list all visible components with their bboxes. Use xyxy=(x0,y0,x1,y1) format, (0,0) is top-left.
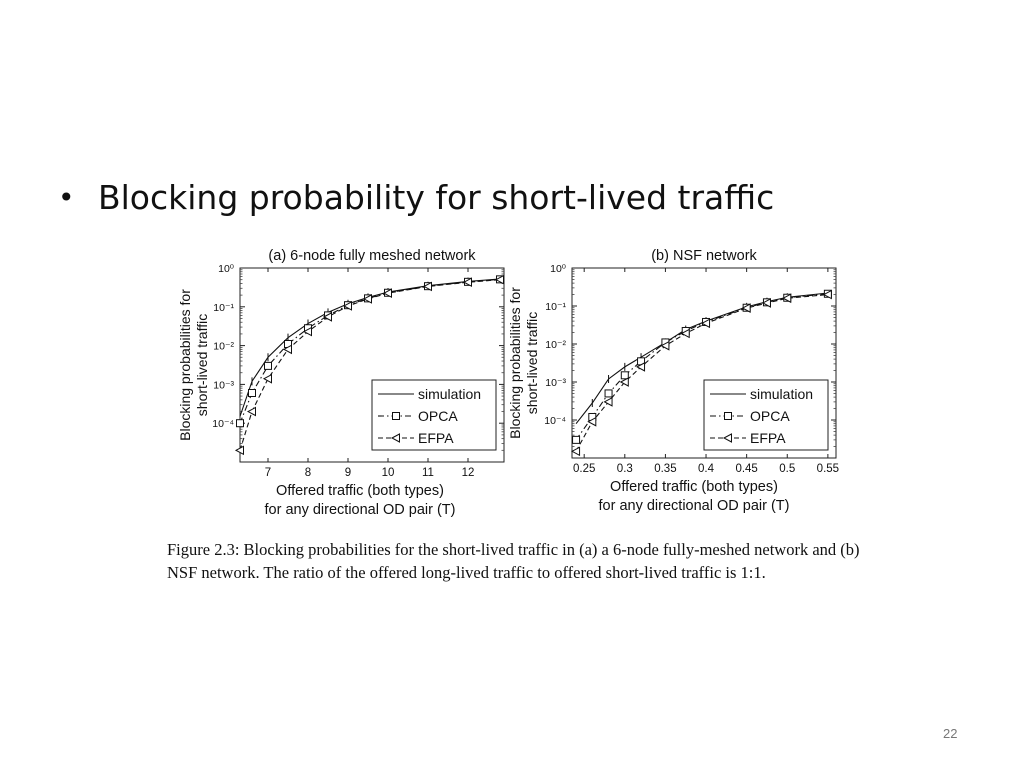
legend-marker xyxy=(390,433,400,443)
data-point-efpa xyxy=(587,416,597,427)
bullet-item: • Blocking probability for short-lived t… xyxy=(58,178,774,217)
x-axis-label: for any directional OD pair (T) xyxy=(599,498,790,514)
y-tick-label: 10⁻¹ xyxy=(213,302,234,314)
data-point-efpa xyxy=(462,277,472,288)
y-tick-label: 10⁻⁴ xyxy=(212,418,234,430)
data-point-efpa xyxy=(382,288,392,298)
bullet-dot: • xyxy=(58,181,75,214)
chart-title: (a) 6-node fully meshed network xyxy=(268,248,476,264)
legend-label: OPCA xyxy=(418,408,458,424)
data-point-efpa xyxy=(302,326,312,337)
data-point-efpa xyxy=(741,303,751,313)
data-point-efpa xyxy=(570,446,581,457)
x-axis-label: Offered traffic (both types) xyxy=(276,483,444,499)
legend-label: OPCA xyxy=(750,408,790,424)
data-point-opca xyxy=(264,361,272,370)
data-point-efpa xyxy=(262,373,272,384)
data-point-efpa xyxy=(234,445,244,456)
data-point-efpa xyxy=(342,301,352,311)
data-point-efpa xyxy=(822,289,832,300)
data-point-efpa xyxy=(635,362,646,372)
data-point-efpa xyxy=(362,294,372,304)
y-tick-label: 10⁻² xyxy=(545,339,566,351)
y-tick-label: 10⁻⁴ xyxy=(544,415,566,427)
chart-title: (b) NSF network xyxy=(651,248,757,264)
bullet-text: Blocking probability for short-lived tra… xyxy=(98,178,775,217)
x-tick-label: 0.25 xyxy=(573,463,595,475)
data-point-opca xyxy=(620,371,629,380)
x-tick-label: 0.45 xyxy=(735,463,757,475)
y-tick-label: 10⁻³ xyxy=(213,379,234,391)
x-axis-label: Offered traffic (both types) xyxy=(610,479,778,495)
data-point-opca xyxy=(236,419,244,428)
data-point-efpa xyxy=(782,293,792,304)
legend-label: simulation xyxy=(418,386,481,402)
data-point-efpa xyxy=(246,406,256,417)
x-tick-label: 10 xyxy=(382,467,395,479)
legend-marker xyxy=(722,433,732,443)
data-point-efpa xyxy=(660,340,670,351)
y-axis-label: Blocking probabilities for xyxy=(177,289,193,441)
legend-marker xyxy=(392,412,400,420)
legend: simulation OPCA EFPA xyxy=(703,379,829,451)
y-axis-label: short-lived traffic xyxy=(194,314,210,416)
data-point-efpa xyxy=(603,397,613,407)
data-point-opca xyxy=(248,389,256,398)
data-point-opca xyxy=(572,435,581,444)
series-line-simulation xyxy=(239,278,505,417)
x-tick-label: 9 xyxy=(345,467,351,479)
y-tick-label: 10⁰ xyxy=(550,263,567,275)
x-tick-label: 0.55 xyxy=(817,463,839,475)
x-tick-label: 7 xyxy=(265,467,271,479)
data-point-efpa xyxy=(282,344,292,355)
data-point-efpa xyxy=(700,318,711,329)
data-point-efpa xyxy=(761,298,771,308)
figure-caption: Figure 2.3: Blocking probabilities for t… xyxy=(167,540,860,582)
x-axis-label: for any directional OD pair (T) xyxy=(265,502,456,518)
series-line-opca xyxy=(239,278,501,424)
legend-label: simulation xyxy=(750,386,813,402)
x-tick-label: 0.35 xyxy=(654,463,676,475)
chart-a: (a) 6-node fully meshed network 7 8 9 10 11 12… xyxy=(177,248,505,518)
data-point-efpa xyxy=(680,328,690,339)
y-tick-label: 10⁻³ xyxy=(545,377,566,389)
plot-frame xyxy=(239,267,505,463)
data-point-efpa xyxy=(494,274,504,285)
x-tick-label: 0.5 xyxy=(779,463,795,475)
plot-frame xyxy=(571,267,837,459)
x-tick-label: 0.4 xyxy=(698,463,715,475)
legend-label: EFPA xyxy=(750,430,786,446)
x-tick-label: 0.3 xyxy=(617,463,633,475)
x-tick-label: 8 xyxy=(305,467,311,479)
data-point-efpa xyxy=(422,281,432,292)
y-tick-label: 10⁻² xyxy=(213,341,234,353)
legend-label: EFPA xyxy=(418,430,454,446)
x-tick-label: 11 xyxy=(422,467,434,479)
y-axis-label: Blocking probabilities for xyxy=(507,287,523,439)
x-tick-label: 12 xyxy=(462,467,475,479)
y-tick-label: 10⁰ xyxy=(218,263,235,275)
slide-number: 22 xyxy=(943,726,958,741)
data-point-efpa xyxy=(322,312,332,322)
y-tick-label: 10⁻¹ xyxy=(545,301,566,313)
legend: simulation OPCA EFPA xyxy=(371,379,497,451)
series-line-efpa xyxy=(239,279,501,451)
chart-b: (b) NSF network 0.25 0.3 0.35 0.4 0.45 0.5 0.55… xyxy=(507,248,839,514)
y-axis-label: short-lived traffic xyxy=(524,312,540,414)
data-point-efpa xyxy=(619,377,629,387)
data-point-opca xyxy=(604,389,613,398)
legend-marker xyxy=(724,412,732,420)
